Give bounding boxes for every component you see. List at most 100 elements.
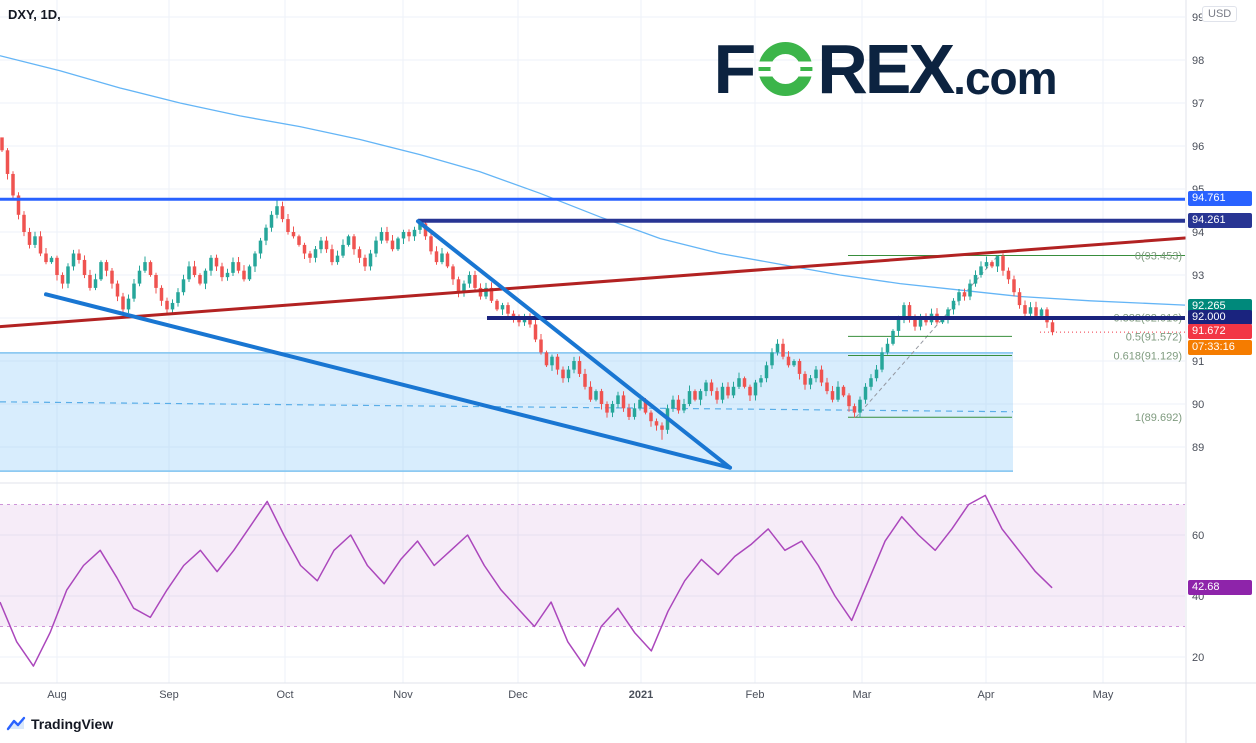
candle-body <box>66 266 70 284</box>
trendline-drawings[interactable] <box>0 219 1187 470</box>
rsi-band <box>0 504 1185 627</box>
rsi-value-chip: 42.68 <box>1188 579 1252 595</box>
svg-text:97: 97 <box>1192 98 1204 110</box>
watermark-dotcom: .com <box>953 52 1057 104</box>
candle-body <box>737 378 741 387</box>
candle-body <box>440 253 444 263</box>
svg-text:99: 99 <box>1192 12 1204 24</box>
candle-body <box>363 257 367 267</box>
candle-body <box>946 309 950 318</box>
candle-body <box>308 253 312 258</box>
svg-text:20: 20 <box>1192 652 1204 664</box>
price-axis-panel[interactable] <box>1186 0 1256 743</box>
ma-line <box>0 55 1186 306</box>
candle-body <box>874 369 879 379</box>
candle-body <box>902 305 906 318</box>
candle-body <box>16 195 21 215</box>
tradingview-logo-text: TradingView <box>31 716 114 732</box>
candle-body <box>566 369 571 379</box>
candle-body <box>291 232 296 237</box>
price-axis-ticks: 9998979695949392919089604020 <box>1192 12 1204 664</box>
candle-body <box>797 361 802 374</box>
candle-body <box>731 386 736 396</box>
candle-body <box>473 275 477 288</box>
candle-body <box>434 251 439 263</box>
candle-body <box>264 227 268 241</box>
candle-body <box>693 391 697 400</box>
candle-body <box>148 262 153 275</box>
candle-body <box>852 406 857 413</box>
candle-body <box>528 318 532 325</box>
candle-body <box>143 262 147 271</box>
candle-body <box>720 386 725 400</box>
fib-retracement-drawing[interactable]: 0(93.453)0.382(92.016)0.5(91.572)0.618(9… <box>848 251 1185 425</box>
candle-body <box>561 369 565 379</box>
candle-body <box>753 382 758 396</box>
time-axis-panel[interactable] <box>0 683 1186 743</box>
candle-body <box>671 399 675 409</box>
candle-body <box>93 279 98 288</box>
symbol-legend[interactable]: DXY, 1D, <box>8 7 61 22</box>
candle-body <box>192 266 197 275</box>
candles-series <box>0 137 1055 440</box>
candle-body <box>1045 309 1049 323</box>
candle-body <box>687 391 692 404</box>
candle-body <box>352 236 356 250</box>
candle-body <box>27 232 32 245</box>
candle-body <box>22 214 26 232</box>
candle-body <box>324 240 329 250</box>
horizontal-level-lines[interactable] <box>0 197 1185 320</box>
candle-body <box>99 262 103 280</box>
svg-text:2021: 2021 <box>629 689 653 701</box>
candle-body <box>401 232 406 239</box>
ascending-support-red <box>0 236 1187 329</box>
candle-body <box>962 292 967 297</box>
candle-body <box>5 150 10 174</box>
fib-level-label: 0.618(91.129) <box>1114 350 1183 362</box>
candle-body <box>896 318 901 331</box>
candle-body <box>814 369 818 379</box>
candle-body <box>621 395 626 409</box>
candle-body <box>374 240 378 254</box>
candle-body <box>539 339 543 353</box>
price-label-chip: 91.672 <box>1188 324 1252 340</box>
candle-body <box>742 378 747 387</box>
candle-body <box>390 240 395 250</box>
wedge-upper-blue <box>416 219 732 470</box>
svg-text:Sep: Sep <box>159 689 179 701</box>
candle-body <box>1050 322 1055 333</box>
candle-body <box>995 256 1000 267</box>
candle-body <box>660 425 664 430</box>
candle-body <box>825 382 829 392</box>
candle-body <box>649 412 653 422</box>
candle-body <box>154 275 158 288</box>
candle-body <box>220 266 224 278</box>
tradingview-logo[interactable]: TradingView <box>6 716 113 732</box>
candle-body <box>379 232 384 241</box>
candle-body <box>1034 307 1038 316</box>
candle-body <box>918 318 923 327</box>
candle-body <box>1039 309 1044 316</box>
candle-body <box>830 391 835 400</box>
candle-body <box>968 283 972 297</box>
candle-body <box>495 300 499 310</box>
candle-body <box>77 253 81 260</box>
currency-label: USD <box>1202 6 1238 22</box>
candle-body <box>330 249 334 263</box>
candle-body <box>165 300 169 310</box>
svg-text:89: 89 <box>1192 442 1204 454</box>
candle-body <box>132 283 136 299</box>
candle-body <box>951 300 956 310</box>
price-label-chip: 07:33:16 <box>1188 340 1252 356</box>
candle-body <box>572 361 576 370</box>
svg-text:96: 96 <box>1192 141 1204 153</box>
candle-body <box>709 382 714 392</box>
candle-body <box>478 287 483 297</box>
candle-body <box>500 305 505 310</box>
candle-body <box>418 223 422 230</box>
candle-body <box>126 298 131 310</box>
candle-body <box>385 232 389 241</box>
candle-body <box>770 352 774 366</box>
candle-body <box>489 287 494 301</box>
